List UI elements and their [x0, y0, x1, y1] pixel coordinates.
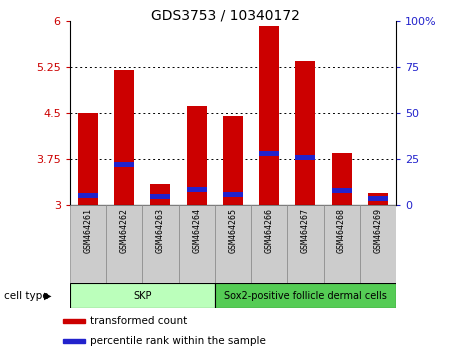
Bar — [368, 196, 388, 201]
Bar — [63, 339, 85, 343]
Bar — [70, 205, 106, 283]
Bar — [259, 25, 279, 205]
Text: percentile rank within the sample: percentile rank within the sample — [90, 336, 266, 346]
Bar — [187, 106, 207, 205]
Bar — [295, 155, 315, 160]
Text: transformed count: transformed count — [90, 316, 187, 326]
Bar — [114, 162, 134, 167]
Bar — [78, 193, 98, 198]
Bar — [187, 187, 207, 192]
Text: GDS3753 / 10340172: GDS3753 / 10340172 — [151, 9, 299, 23]
Text: GSM464266: GSM464266 — [265, 208, 274, 253]
Bar — [295, 61, 315, 205]
Bar — [106, 205, 142, 283]
Bar — [150, 194, 171, 199]
Text: GSM464269: GSM464269 — [374, 208, 382, 253]
Bar — [150, 184, 171, 205]
Bar — [251, 205, 287, 283]
Bar — [360, 205, 396, 283]
Bar — [179, 205, 215, 283]
Bar — [63, 319, 85, 323]
Bar — [324, 205, 360, 283]
Bar — [215, 283, 396, 308]
Text: GSM464265: GSM464265 — [228, 208, 238, 253]
Text: Sox2-positive follicle dermal cells: Sox2-positive follicle dermal cells — [224, 291, 387, 301]
Bar — [332, 153, 351, 205]
Bar — [332, 188, 351, 193]
Text: ▶: ▶ — [44, 291, 51, 301]
Text: SKP: SKP — [133, 291, 152, 301]
Bar — [70, 283, 215, 308]
Bar — [78, 113, 98, 205]
Text: GSM464268: GSM464268 — [337, 208, 346, 253]
Bar — [259, 151, 279, 156]
Text: GSM464264: GSM464264 — [192, 208, 201, 253]
Bar — [142, 205, 179, 283]
Bar — [215, 205, 251, 283]
Text: GSM464267: GSM464267 — [301, 208, 310, 253]
Text: GSM464263: GSM464263 — [156, 208, 165, 253]
Text: cell type: cell type — [4, 291, 49, 301]
Bar — [223, 192, 243, 197]
Bar — [114, 70, 134, 205]
Bar — [368, 193, 388, 205]
Bar — [287, 205, 324, 283]
Bar — [223, 116, 243, 205]
Text: GSM464262: GSM464262 — [120, 208, 129, 253]
Text: GSM464261: GSM464261 — [83, 208, 92, 253]
